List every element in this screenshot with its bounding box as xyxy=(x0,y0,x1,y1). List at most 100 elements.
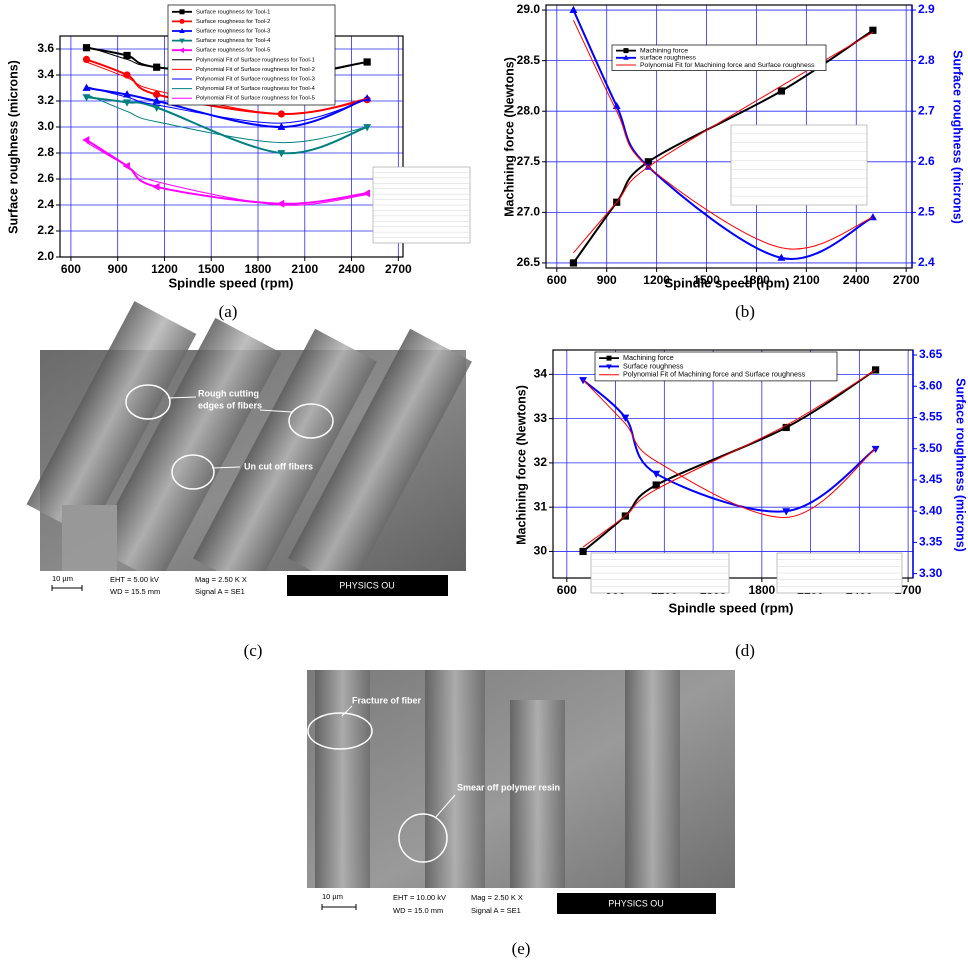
x-tick-label: 1200 xyxy=(151,262,178,276)
x-tick-label: 1200 xyxy=(643,273,670,287)
y-tick-label: 26.5 xyxy=(517,255,541,269)
marker xyxy=(606,364,612,370)
highlight xyxy=(307,712,373,750)
info: WD = 15.5 mm xyxy=(110,587,160,596)
legend-label: Surface roughness for Tool-2 xyxy=(196,19,270,25)
y-tick-label: 2.0 xyxy=(37,249,54,263)
legend-label: Surface roughness for Tool-4 xyxy=(196,38,271,44)
marker xyxy=(569,259,578,267)
annotation: Smear off polymer resin xyxy=(457,782,560,792)
annotation: edges of fibers xyxy=(198,400,262,410)
chart: 6009001200150018002100240027003031323334… xyxy=(514,347,967,660)
legend xyxy=(611,44,827,71)
marker xyxy=(153,90,161,99)
y-axis-label: Machining force (Newtons) xyxy=(502,57,516,217)
y2-axis-label: Surface roughness (microns) xyxy=(954,378,968,552)
legend-label: Polynomial Fit of Surface roughness for … xyxy=(196,86,316,92)
x-axis-label: Spindle speed (rpm) xyxy=(665,275,790,290)
y2-axis-label: Surface roughness (microns) xyxy=(951,50,965,224)
x-tick-label: 2400 xyxy=(338,262,365,276)
marker xyxy=(606,355,612,361)
info: EHT = 10.00 kV xyxy=(393,893,446,902)
marker xyxy=(123,90,132,98)
highlight xyxy=(398,813,448,863)
legend-label: Machining force xyxy=(640,47,688,54)
y2-tick-label: 2.9 xyxy=(918,2,935,16)
x-axis-label: Spindle speed (rpm) xyxy=(169,275,294,290)
legend-label: Surface roughness xyxy=(623,361,684,370)
x-tick-label: 2100 xyxy=(793,273,820,287)
marker xyxy=(152,182,160,191)
info: Signal A = SE1 xyxy=(471,906,521,915)
y-tick-label: 2.8 xyxy=(37,145,54,159)
series-line xyxy=(86,96,368,155)
marker xyxy=(123,99,132,107)
y2-tick-label: 3.65 xyxy=(919,347,943,361)
y2-tick-label: 3.30 xyxy=(919,566,943,580)
y2-tick-label: 3.60 xyxy=(919,378,943,392)
plot-area xyxy=(553,350,913,578)
info: WD = 15.0 mm xyxy=(393,906,443,915)
y-tick-label: 34 xyxy=(534,367,548,381)
marker xyxy=(623,54,629,60)
y-tick-label: 3.0 xyxy=(37,119,54,133)
panel-label: (b) xyxy=(735,302,755,321)
y-tick-label: 31 xyxy=(534,499,548,513)
marker xyxy=(82,44,91,52)
y-tick-label: 2.4 xyxy=(37,197,54,211)
scale-bar xyxy=(321,904,357,910)
marker xyxy=(362,189,371,198)
x-tick-label: 2700 xyxy=(893,273,920,287)
y-tick-label: 28.5 xyxy=(517,53,541,67)
legend xyxy=(594,351,838,382)
marker xyxy=(569,5,578,13)
highlight xyxy=(288,403,334,439)
fibers xyxy=(315,670,680,888)
marker xyxy=(179,9,185,15)
banner xyxy=(287,575,448,596)
scale-bar xyxy=(51,585,83,591)
marker xyxy=(82,94,91,102)
marker xyxy=(363,94,372,102)
series-line xyxy=(582,379,876,518)
y2-tick-label: 3.45 xyxy=(919,472,943,486)
x-tick-label: 1500 xyxy=(198,262,225,276)
y-tick-label: 3.6 xyxy=(37,41,54,55)
marker xyxy=(82,55,91,64)
marker xyxy=(777,87,786,95)
banner-text: PHYSICS OU xyxy=(608,898,664,908)
marker xyxy=(579,547,587,556)
series-line xyxy=(86,142,368,206)
marker xyxy=(152,96,161,104)
marker xyxy=(152,104,161,112)
marker xyxy=(652,470,661,479)
panel-label: (d) xyxy=(735,641,755,660)
marker xyxy=(277,122,286,130)
y-tick-label: 3.2 xyxy=(37,93,54,107)
panel-label: (c) xyxy=(244,641,263,660)
x-tick-label: 600 xyxy=(61,262,81,276)
info: Mag = 2.50 K X xyxy=(195,575,247,584)
y-tick-label: 29.0 xyxy=(517,2,541,16)
scale-bar-label: 10 µm xyxy=(322,892,343,901)
y-tick-label: 33 xyxy=(534,411,548,425)
marker xyxy=(777,253,786,261)
y-tick-label: 28.0 xyxy=(517,103,541,117)
y-tick-label: 30 xyxy=(534,544,548,558)
marker xyxy=(869,26,877,34)
legend-label: Surface roughness for Tool-3 xyxy=(196,29,270,35)
x-tick-label: 600 xyxy=(547,273,567,287)
x-tick-label: 900 xyxy=(597,273,617,287)
chart: 600 900 1200 1500 1800 2100 2400 2700 2.0 2.2 2.4 2… xyxy=(6,4,471,321)
series-line xyxy=(86,94,368,144)
y-tick-label: 2.6 xyxy=(37,171,54,185)
legend xyxy=(167,4,336,106)
y-tick-label: 27.5 xyxy=(517,154,541,168)
series-line xyxy=(582,379,877,513)
marker xyxy=(871,445,880,454)
y2-tick-label: 2.5 xyxy=(918,205,935,219)
y-tick-label: 32 xyxy=(534,455,548,469)
y2-tick-label: 3.40 xyxy=(919,503,943,517)
